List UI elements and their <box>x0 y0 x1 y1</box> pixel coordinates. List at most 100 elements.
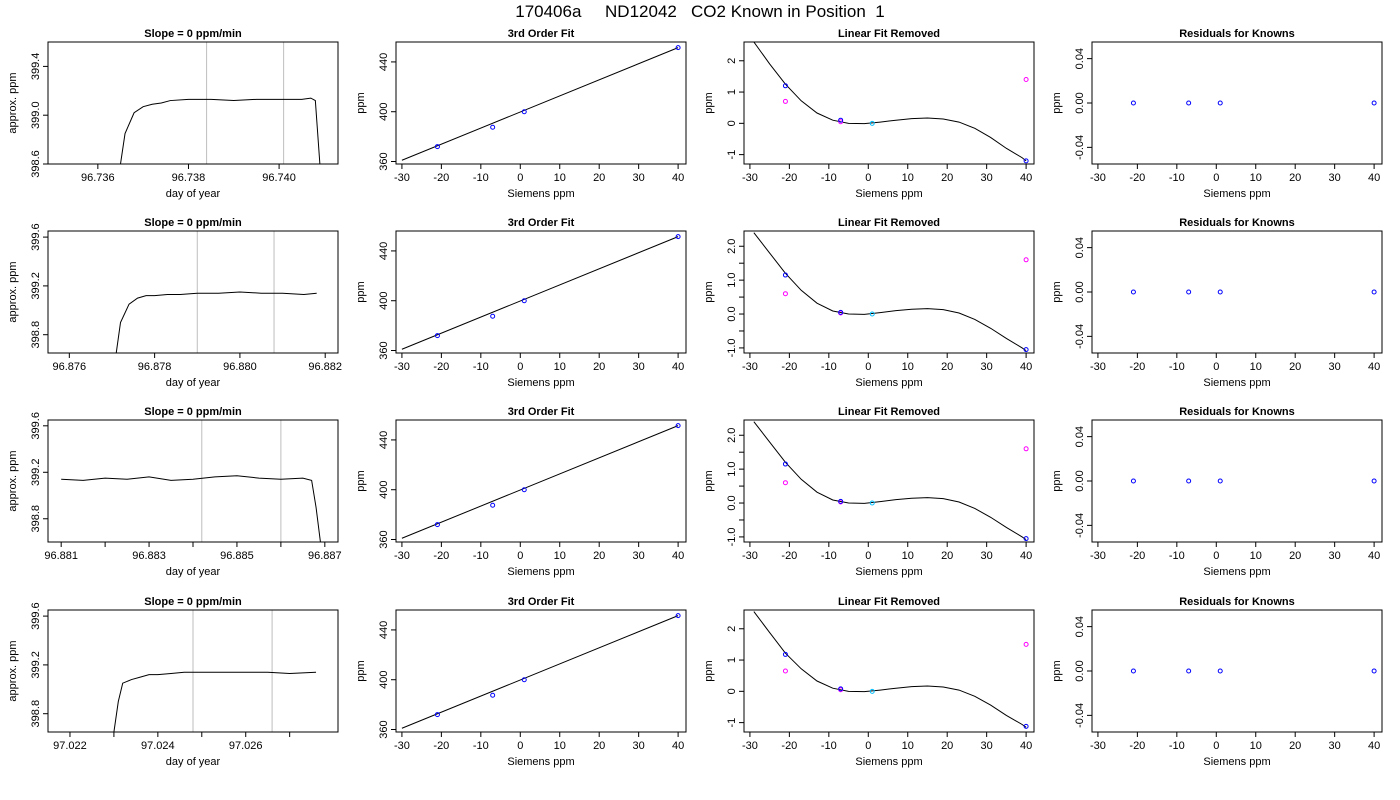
x-tick-label: 10 <box>1250 361 1262 373</box>
data-point-magenta <box>1023 77 1029 83</box>
x-axis-label: Siemens ppm <box>1203 756 1270 768</box>
data-layer <box>61 475 321 542</box>
data-point <box>521 109 527 115</box>
data-layer <box>401 613 681 729</box>
y-tick-label: 0.0 <box>726 495 738 510</box>
y-tick-label: -0.04 <box>1074 135 1086 160</box>
x-axis-label: day of year <box>166 377 221 389</box>
panel-title: Slope = 0 ppm/min <box>144 406 242 418</box>
fit-curve <box>753 611 1027 728</box>
data-layer <box>1130 668 1377 674</box>
y-tick-label: 398.6 <box>30 150 42 178</box>
y-tick-label: 399.6 <box>30 602 42 630</box>
data-point-magenta <box>782 668 788 674</box>
x-tick-label: -20 <box>1129 740 1145 752</box>
x-tick-label: 30 <box>633 172 645 184</box>
x-tick-label: 0 <box>865 550 871 562</box>
data-point <box>1130 100 1136 106</box>
x-axis-label: Siemens ppm <box>855 377 922 389</box>
y-tick-label: 2 <box>726 626 738 632</box>
x-tick-label: -30 <box>742 172 758 184</box>
x-tick-label: 30 <box>633 550 645 562</box>
x-tick-label: 30 <box>981 550 993 562</box>
fit-curve <box>753 42 1027 162</box>
data-point <box>1371 478 1377 484</box>
x-tick-label: -10 <box>1169 172 1185 184</box>
panel-r2-fit: 3rd Order Fit -30 -20 -10 0 10 20 30 40 Siemens p… <box>355 217 687 389</box>
panel-r2-res: Residuals for Knowns -30 -20 -10 0 10 20 30 40 Si… <box>1051 217 1383 389</box>
y-axis-label: approx. ppm <box>7 640 19 701</box>
x-tick-label: 96.885 <box>220 550 254 562</box>
panel-r4-fit: 3rd Order Fit -30 -20 -10 0 10 20 30 40 Siemens p… <box>355 596 687 768</box>
panel-r4-res: Residuals for Knowns -30 -20 -10 0 10 20 30 40 Si… <box>1051 596 1383 768</box>
data-point-blue <box>838 309 844 315</box>
x-tick-label: 40 <box>1368 550 1380 562</box>
x-tick-label: -20 <box>781 550 797 562</box>
panel-title: Residuals for Knowns <box>1179 28 1295 40</box>
x-tick-label: 0 <box>1213 550 1219 562</box>
x-axis-label: day of year <box>166 566 221 578</box>
plot-frame <box>47 419 339 543</box>
data-point-magenta <box>1023 446 1029 452</box>
x-axis-label: Siemens ppm <box>855 566 922 578</box>
panel-r3-trace: Slope = 0 ppm/min 96.881 96.883 96.885 96.88… <box>7 406 342 578</box>
data-point-blue <box>782 272 788 278</box>
panel-r3-fit: 3rd Order Fit -30 -20 -10 0 10 20 30 40 Siemens p… <box>355 406 687 578</box>
x-tick-label: 30 <box>981 361 993 373</box>
panel-title: Linear Fit Removed <box>838 28 940 40</box>
data-point <box>1186 289 1192 295</box>
x-axis-label: Siemens ppm <box>507 377 574 389</box>
panel-title: Linear Fit Removed <box>838 217 940 229</box>
x-tick-label: 20 <box>1289 740 1301 752</box>
x-tick-label: 96.878 <box>138 361 172 373</box>
y-tick-label: 400 <box>378 671 390 689</box>
data-point-cyan <box>869 500 875 506</box>
y-tick-label: 0.00 <box>1074 470 1086 491</box>
panel-r1-trace: Slope = 0 ppm/min 96.736 96.738 96.740 day o… <box>7 28 339 200</box>
data-point <box>1217 100 1223 106</box>
y-tick-label: -1 <box>726 718 738 728</box>
x-axis-label: Siemens ppm <box>1203 377 1270 389</box>
x-tick-label: -10 <box>821 550 837 562</box>
data-point-blue <box>1023 347 1029 353</box>
panel-r4-lin: Linear Fit Removed-30 -20 -10 0 10 20 30 40Siem… <box>703 596 1035 768</box>
data-layer <box>753 42 1029 164</box>
data-point <box>1217 289 1223 295</box>
y-tick-label: 399.6 <box>30 223 42 251</box>
x-tick-label: 20 <box>593 550 605 562</box>
data-point <box>434 712 440 718</box>
y-axis-label: approx. ppm <box>7 261 19 322</box>
x-tick-label: 40 <box>1368 361 1380 373</box>
x-tick-label: 40 <box>672 361 684 373</box>
plot-frame <box>395 419 687 543</box>
panel-title: Linear Fit Removed <box>838 596 940 608</box>
x-tick-label: 10 <box>554 361 566 373</box>
data-point <box>1186 668 1192 674</box>
x-tick-label: -20 <box>433 172 449 184</box>
y-tick-label: 399.0 <box>30 101 42 129</box>
x-tick-label: -10 <box>821 361 837 373</box>
x-tick-label: -30 <box>394 740 410 752</box>
data-point-cyan <box>869 120 875 126</box>
panel-title: Slope = 0 ppm/min <box>144 217 242 229</box>
y-axis-label: ppm <box>1051 281 1063 302</box>
data-point-magenta <box>1023 641 1029 647</box>
data-point <box>434 522 440 528</box>
y-axis-label: ppm <box>355 92 367 113</box>
x-tick-label: 10 <box>1250 172 1262 184</box>
y-tick-label: 2.0 <box>726 239 738 254</box>
data-point <box>1130 478 1136 484</box>
x-axis-label: day of year <box>166 188 221 200</box>
y-tick-label: 399.2 <box>30 459 42 487</box>
y-tick-label: 0 <box>726 120 738 126</box>
x-tick-label: 30 <box>981 740 993 752</box>
x-tick-label: 96.887 <box>308 550 342 562</box>
data-point <box>490 124 496 130</box>
x-tick-label: 30 <box>633 740 645 752</box>
x-tick-label: -30 <box>1090 361 1106 373</box>
plot-frame <box>743 41 1035 165</box>
x-tick-label: 0 <box>517 361 523 373</box>
y-tick-label: 399.2 <box>30 651 42 679</box>
data-point-blue <box>782 651 788 657</box>
data-layer <box>401 234 681 350</box>
